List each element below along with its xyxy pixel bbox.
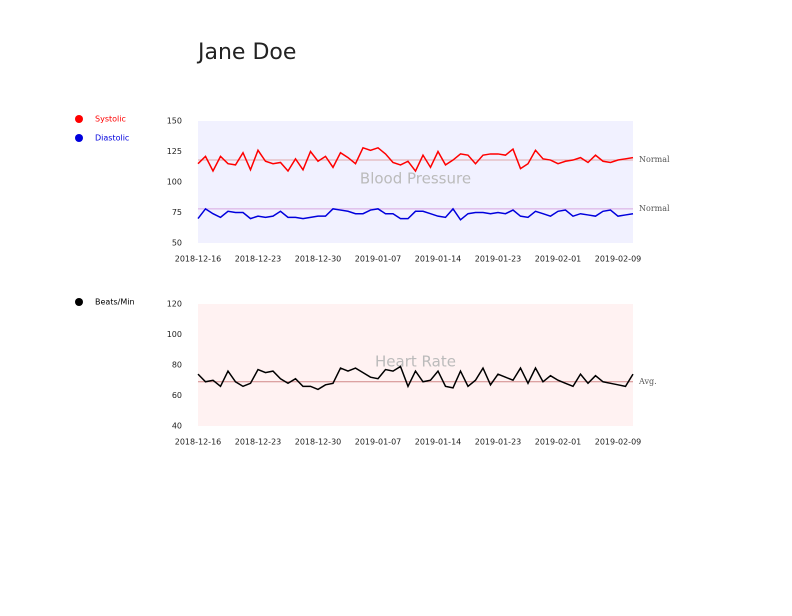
series-line	[197, 207, 634, 221]
y-tick-label: 50	[172, 239, 182, 248]
x-tick-label: 2019-02-01	[535, 438, 582, 447]
page-title: Jane Doe	[196, 40, 296, 65]
y-tick-label: 120	[167, 300, 182, 309]
x-tick-label: 2018-12-16	[175, 255, 222, 264]
x-tick-label: 2018-12-23	[235, 438, 282, 447]
x-tick-label: 2018-12-23	[235, 255, 282, 264]
y-tick-label: 60	[172, 391, 182, 400]
x-tick-label: 2019-01-23	[475, 438, 522, 447]
y-tick-label: 150	[167, 117, 182, 126]
x-tick-label: 2019-01-07	[355, 255, 402, 264]
legend-label: Systolic	[95, 115, 126, 124]
y-tick-label: 125	[167, 147, 182, 156]
chart-title: Blood Pressure	[360, 170, 471, 188]
series-line	[197, 146, 634, 173]
x-tick-label: 2018-12-30	[295, 438, 342, 447]
chart-title: Heart Rate	[375, 353, 456, 371]
x-tick-label: 2019-02-09	[595, 255, 642, 264]
y-tick-label: 75	[172, 208, 182, 217]
y-tick-label: 100	[167, 178, 182, 187]
legend-label: Diastolic	[95, 134, 129, 143]
x-tick-label: 2019-01-23	[475, 255, 522, 264]
y-tick-label: 40	[172, 422, 182, 431]
x-tick-label: 2019-01-07	[355, 438, 402, 447]
legend-marker	[75, 134, 83, 142]
legend-marker	[75, 115, 83, 123]
plot-background	[198, 304, 633, 426]
plot-background	[198, 121, 633, 243]
x-tick-label: 2019-02-09	[595, 438, 642, 447]
reference-label: Normal	[639, 155, 670, 164]
x-tick-label: 2019-01-14	[415, 255, 462, 264]
legend-label: Beats/Min	[95, 298, 135, 307]
x-tick-label: 2018-12-30	[295, 255, 342, 264]
x-tick-label: 2018-12-16	[175, 438, 222, 447]
series-line	[197, 365, 634, 391]
x-tick-label: 2019-02-01	[535, 255, 582, 264]
y-tick-label: 100	[167, 330, 182, 339]
x-tick-label: 2019-01-14	[415, 438, 462, 447]
y-tick-label: 80	[172, 361, 182, 370]
reference-label: Normal	[639, 204, 670, 213]
reference-label: Avg.	[638, 377, 657, 386]
legend-marker	[75, 298, 83, 306]
